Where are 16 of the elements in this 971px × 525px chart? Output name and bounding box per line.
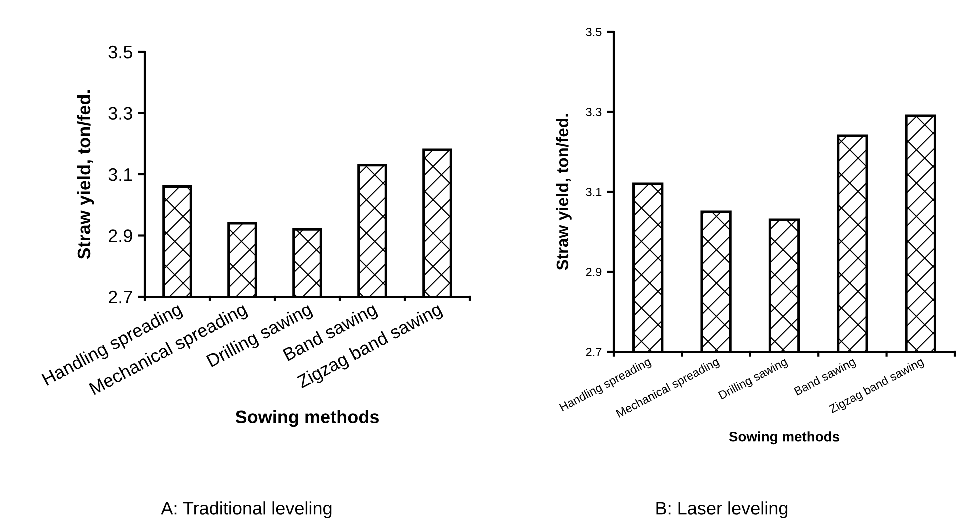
y-tick-label: 2.7 <box>586 348 602 356</box>
y-tick-label: 3.3 <box>108 107 132 120</box>
y-tick-label: 3.5 <box>108 46 132 59</box>
text: A: Traditional leveling <box>161 502 332 518</box>
x-axis-title: Sowing methods <box>729 432 840 445</box>
y-tick-label: 2.9 <box>586 268 602 276</box>
y-tick-label: 2.7 <box>109 290 132 304</box>
x-axis-title: Sowing methods <box>236 410 379 428</box>
y-axis-title: Straw yield, ton/fed. <box>77 90 94 260</box>
y-tick-label: 2.9 <box>109 230 132 242</box>
y-tick-label: 3.5 <box>586 28 602 36</box>
y-tick-label: 3.1 <box>586 188 602 196</box>
text: B: Laser leveling <box>656 502 788 518</box>
y-tick-label: 3.1 <box>108 168 132 182</box>
y-tick-label: 3.3 <box>586 108 602 116</box>
y-axis-title: Straw yield, ton/fed. <box>556 114 572 270</box>
